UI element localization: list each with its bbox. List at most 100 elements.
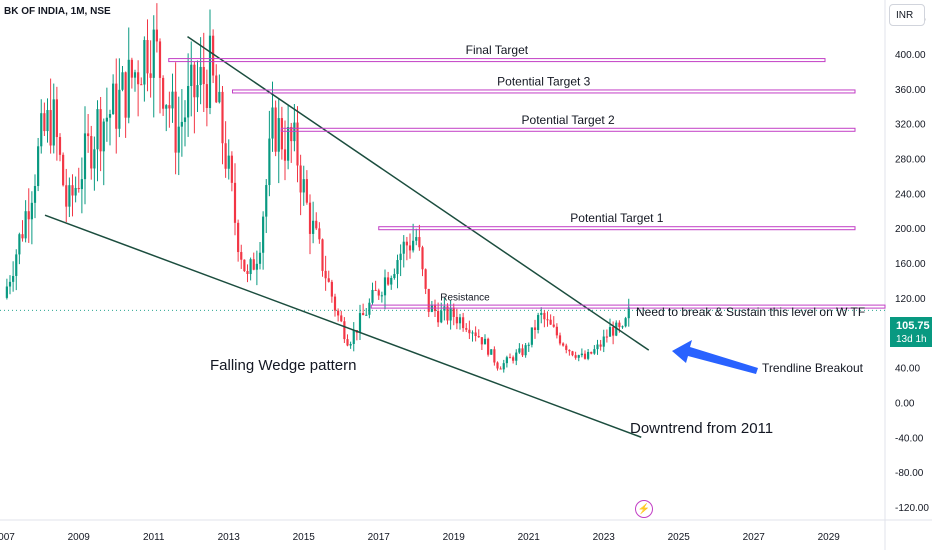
candle-body (205, 84, 208, 108)
candle (462, 312, 465, 332)
candle (87, 113, 90, 153)
candle-body (543, 312, 546, 320)
x-tick-label: 2025 (668, 532, 691, 543)
candle (230, 151, 233, 192)
level-line-1[interactable] (232, 89, 856, 94)
bar-countdown: 13d 1h (896, 334, 927, 345)
candle-body (71, 185, 74, 196)
candle-body (43, 113, 46, 132)
candle-body (583, 353, 587, 359)
candle (296, 106, 299, 183)
lightning-icon[interactable]: ⚡ (635, 500, 653, 518)
candle (374, 280, 377, 291)
level-line-3[interactable] (378, 226, 856, 231)
candle (346, 334, 349, 347)
candle-body (227, 155, 230, 169)
candle-body (621, 326, 624, 328)
y-tick-label: -40.00 (895, 433, 924, 444)
candle-body (127, 59, 130, 118)
candle (8, 275, 12, 295)
candle (52, 83, 55, 154)
candle (596, 339, 599, 355)
candle-body (312, 220, 315, 234)
candle (143, 36, 146, 102)
candle-body (327, 278, 330, 282)
candle-body (508, 357, 512, 359)
candle-body (612, 327, 615, 336)
candle (233, 163, 237, 236)
candle (177, 96, 180, 176)
candle (252, 252, 255, 271)
candle-body (196, 85, 199, 98)
candle-body (568, 349, 571, 352)
candle (455, 308, 458, 330)
candle (415, 228, 418, 246)
candle (521, 344, 524, 358)
candle-body (412, 240, 415, 251)
candle-body (427, 288, 430, 312)
candle-body (65, 185, 68, 207)
candle-body (168, 105, 171, 109)
candle-body (83, 133, 87, 180)
candle (80, 157, 83, 214)
candle (558, 332, 562, 346)
level-label-4: Resistance (440, 293, 490, 304)
candle-body (577, 355, 580, 358)
level-line-2[interactable] (280, 127, 856, 132)
candle (318, 222, 321, 244)
candle (215, 64, 218, 104)
candle-body (349, 343, 352, 346)
candle-body (137, 72, 140, 85)
candle (502, 359, 505, 373)
lower-trendline[interactable] (44, 214, 642, 438)
y-tick-label: 240.00 (895, 189, 926, 200)
currency-button[interactable]: INR (889, 4, 925, 26)
candle (271, 81, 274, 152)
level-line-0[interactable] (168, 58, 826, 63)
candle-body (562, 343, 565, 346)
y-tick-label: 320.00 (895, 120, 926, 131)
resistance-note-label: Need to break & Sustain this level on W … (636, 305, 865, 319)
x-tick-label: 2019 (443, 532, 466, 543)
candle-body (415, 237, 418, 241)
level-label-2: Potential Target 2 (522, 113, 616, 127)
candle (227, 139, 230, 180)
candle (249, 257, 252, 281)
candle (487, 337, 490, 357)
candle (577, 354, 580, 362)
candle-body (421, 247, 424, 270)
candle-body (305, 179, 308, 203)
candle-body (130, 59, 133, 78)
candle-body (24, 211, 27, 239)
candle-body (62, 154, 65, 186)
upper-trendline[interactable] (187, 35, 650, 351)
candle (68, 177, 71, 218)
candle-body (477, 336, 480, 338)
candle (140, 77, 143, 86)
candle-body (221, 91, 224, 144)
candle-body (308, 202, 312, 234)
candle-body (118, 89, 121, 129)
candle (468, 320, 471, 340)
candle-body (230, 155, 233, 183)
candle-body (290, 126, 293, 142)
candle (324, 255, 327, 291)
candle-body (462, 317, 465, 329)
candle-body (346, 339, 349, 346)
level-line-4[interactable] (370, 304, 886, 309)
candle-body (87, 133, 90, 137)
candle-body (21, 234, 24, 239)
candle (283, 120, 287, 181)
candle-body (121, 72, 124, 90)
candle-body (180, 121, 183, 127)
breakout-arrow-icon (672, 340, 758, 374)
candle-body (143, 40, 146, 85)
candle (424, 268, 427, 295)
candle-body (283, 149, 287, 161)
candle (402, 235, 405, 268)
candle-body (155, 29, 158, 42)
candle (340, 310, 343, 323)
candle (412, 223, 415, 253)
candle-body (518, 348, 521, 353)
